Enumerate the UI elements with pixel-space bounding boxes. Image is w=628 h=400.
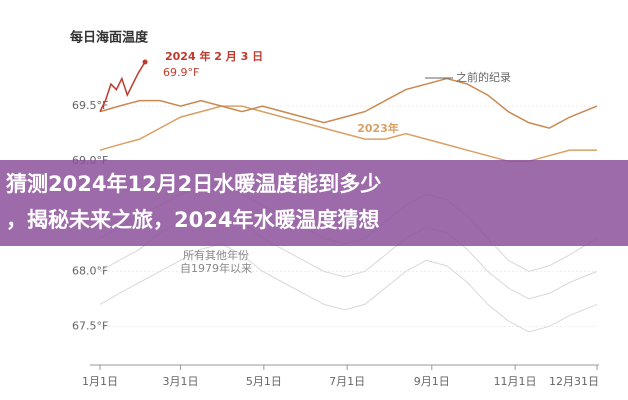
annotation: 所有其他年份 xyxy=(183,248,249,262)
series-line xyxy=(99,77,598,129)
banner-text: ，揭秘未来之旅，2024年水暖温度猜想 xyxy=(6,208,379,232)
annotation: 自1979年以来 xyxy=(180,261,252,275)
point-marker xyxy=(142,59,148,65)
banner-background xyxy=(0,160,628,246)
chart-title: 每日海面温度 xyxy=(70,30,149,46)
y-tick-label: 69.5°F xyxy=(72,99,108,112)
annotation: 69.9°F xyxy=(163,66,199,79)
banner-text: 猜测2024年12月2日水暖温度能到多少 xyxy=(5,172,381,196)
annotation: 之前的纪录 xyxy=(456,70,511,84)
x-tick-label: 11月1日 xyxy=(494,375,537,388)
x-tick-label: 9月1日 xyxy=(414,375,450,388)
x-tick-label: 5月1日 xyxy=(246,375,282,388)
x-tick-label: 3月1日 xyxy=(163,375,199,388)
series-line xyxy=(99,105,597,162)
series-line xyxy=(99,61,146,112)
y-tick-label: 68.0°F xyxy=(72,264,108,277)
annotation: 2024 年 2 月 3 日 xyxy=(165,49,263,63)
series-line xyxy=(99,243,598,333)
x-tick-label: 1月1日 xyxy=(82,375,118,388)
annotation: 2023年 xyxy=(357,121,399,135)
y-tick-label: 67.5°F xyxy=(72,319,108,332)
banner: 猜测2024年12月2日水暖温度能到多少 ，揭秘未来之旅，2024年水暖温度猜想 xyxy=(0,160,628,246)
x-tick-label: 12月31日 xyxy=(549,375,599,388)
x-tick-label: 7月1日 xyxy=(329,375,365,388)
